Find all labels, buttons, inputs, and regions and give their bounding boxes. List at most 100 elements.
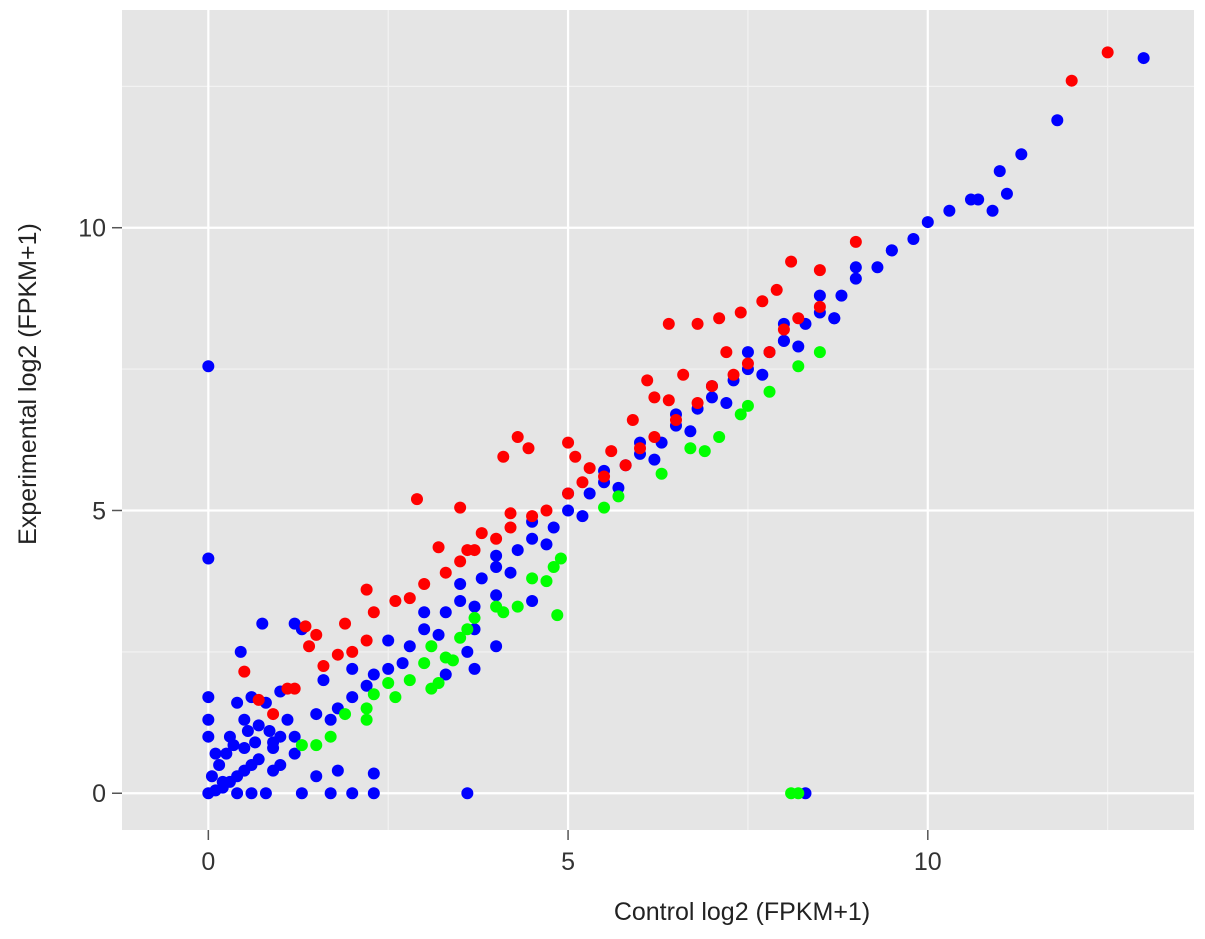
data-point	[360, 713, 373, 726]
data-point	[741, 346, 754, 359]
data-point	[382, 662, 395, 675]
data-point	[684, 442, 697, 455]
data-point	[770, 283, 783, 296]
data-point	[993, 165, 1006, 178]
data-point	[684, 425, 697, 438]
data-point	[792, 360, 805, 373]
data-point	[367, 606, 380, 619]
data-point	[813, 289, 826, 302]
data-point	[346, 691, 359, 704]
data-point	[526, 572, 539, 585]
data-point	[727, 368, 740, 381]
data-point	[490, 549, 503, 562]
data-point	[454, 578, 467, 590]
data-point	[648, 453, 661, 466]
data-point	[490, 589, 503, 602]
data-point	[360, 634, 373, 647]
data-point	[619, 459, 632, 472]
data-point	[648, 391, 661, 404]
data-point	[339, 617, 352, 630]
data-point	[209, 747, 222, 760]
data-point	[425, 640, 438, 653]
data-point	[540, 538, 553, 551]
data-point	[461, 623, 474, 636]
data-point	[475, 527, 488, 540]
data-point	[346, 645, 359, 658]
data-point	[691, 317, 704, 330]
data-point	[367, 767, 380, 780]
data-point	[231, 787, 244, 800]
plot-panel	[122, 10, 1194, 830]
y-tick-label: 0	[92, 780, 106, 808]
data-point	[598, 470, 611, 483]
data-point	[576, 510, 589, 523]
data-point	[490, 561, 503, 574]
data-point	[511, 544, 524, 557]
data-point	[526, 510, 539, 523]
data-point	[396, 657, 409, 670]
data-point	[612, 490, 625, 503]
data-point	[490, 640, 503, 653]
data-point	[986, 204, 999, 217]
data-point	[418, 578, 431, 590]
data-point	[446, 654, 459, 667]
data-point	[310, 739, 323, 752]
data-point	[418, 606, 431, 619]
data-point	[389, 691, 402, 704]
data-point	[202, 691, 215, 704]
data-point	[813, 300, 826, 313]
data-point	[835, 289, 848, 302]
series-1	[238, 46, 1114, 721]
data-point	[238, 713, 251, 726]
data-point	[324, 730, 337, 743]
data-point	[202, 713, 215, 726]
data-point	[331, 648, 344, 661]
series-0	[202, 52, 1150, 800]
data-point	[921, 216, 934, 229]
data-point	[439, 668, 452, 681]
data-point	[612, 481, 625, 494]
data-point	[461, 787, 474, 800]
data-point	[205, 770, 218, 783]
data-point	[403, 640, 416, 653]
data-point	[562, 436, 575, 449]
data-point	[382, 634, 395, 647]
data-point	[288, 747, 301, 760]
series-2	[295, 346, 826, 800]
data-point	[605, 445, 618, 458]
data-point	[310, 708, 323, 721]
data-point	[756, 368, 769, 381]
data-point	[777, 323, 790, 336]
axis-ticks	[112, 226, 929, 840]
data-point	[310, 770, 323, 783]
major-grid	[122, 10, 1194, 830]
axis-tick-labels: 0 5 10 0 5 10	[78, 215, 942, 876]
data-point	[252, 693, 265, 706]
data-point	[245, 787, 258, 800]
data-point	[871, 261, 884, 274]
data-point	[418, 657, 431, 670]
data-point	[655, 467, 668, 480]
data-point	[763, 346, 776, 359]
data-point	[626, 414, 639, 426]
data-point	[551, 609, 564, 622]
data-point	[256, 617, 269, 630]
data-point	[252, 753, 265, 766]
data-point	[310, 628, 323, 641]
data-point	[576, 476, 589, 489]
data-point	[785, 255, 798, 268]
data-point	[734, 306, 747, 319]
data-point	[367, 787, 380, 800]
x-tick-label: 5	[561, 848, 575, 876]
data-point	[234, 645, 247, 658]
data-point	[763, 385, 776, 398]
data-point	[497, 450, 510, 463]
data-point	[202, 552, 215, 565]
x-axis-title: Control log2 (FPKM+1)	[614, 898, 870, 926]
data-point	[849, 235, 862, 248]
data-point	[669, 414, 682, 426]
data-points	[202, 46, 1150, 800]
y-tick-label: 10	[78, 215, 106, 243]
x-tick-label: 0	[201, 848, 215, 876]
